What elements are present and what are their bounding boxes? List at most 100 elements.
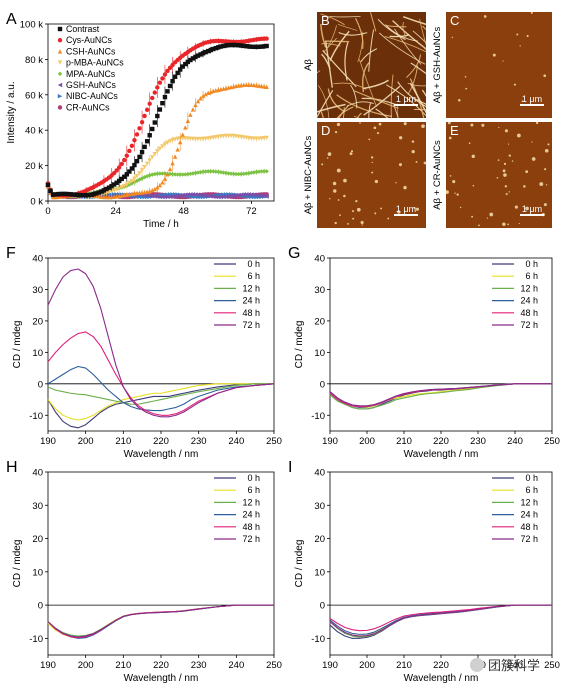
chart-a-point [162, 142, 168, 147]
chart-a-frame [47, 23, 275, 202]
chart-a-point [155, 113, 160, 119]
micrograph-fibril [336, 94, 393, 118]
chart-a-point [264, 84, 269, 89]
micrograph-particle [456, 193, 459, 196]
chart-f-legend-label: 48 h [242, 308, 260, 318]
chart-a-point [213, 169, 219, 174]
chart-h-line-0h [47, 604, 274, 638]
chart-f-xtick-label: 230 [191, 436, 207, 447]
chart-a-point [155, 85, 160, 90]
chart-a-point [231, 42, 236, 48]
micrograph-particle [519, 45, 521, 47]
chart-a-point [155, 185, 160, 190]
chart-a-point [256, 169, 262, 174]
chart-a-point [165, 140, 170, 145]
micrograph-particle [399, 136, 403, 140]
micrograph-particle [503, 162, 507, 165]
micrograph-particle [459, 206, 462, 209]
chart-a-point [129, 166, 135, 171]
chart-i-legend-label: 12 h [520, 497, 538, 507]
chart-i-xtick-label: 190 [322, 660, 338, 671]
micrograph-fibril [409, 78, 425, 118]
chart-a-point [246, 44, 252, 49]
chart-a-point [144, 193, 150, 198]
micrograph-particle [371, 171, 374, 174]
micrograph-particle [452, 180, 456, 184]
chart-a-point [241, 43, 246, 49]
chart-a-point [261, 44, 267, 49]
micrograph-background [446, 122, 552, 228]
chart-a-point [249, 170, 254, 175]
chart-a-point [172, 154, 178, 159]
chart-h-xtick-label: 240 [228, 660, 244, 671]
chart-a-point [119, 176, 124, 182]
chart-a-point [175, 193, 180, 198]
legend-marker-csh-auncs [57, 49, 63, 54]
chart-a-point [195, 99, 201, 104]
chart-i: 190200210220230240250-10010203040Wavelen… [294, 468, 560, 685]
micrograph-panel-label: D [321, 123, 330, 138]
micrograph-particle [507, 223, 509, 226]
chart-g-ytick-label: 40 [314, 254, 325, 265]
chart-a-point [203, 49, 208, 55]
chart-a-point [109, 183, 114, 189]
chart-a-point [239, 192, 244, 197]
micrograph-fibril [363, 79, 389, 90]
chart-a-point [203, 169, 208, 174]
chart-g-ytick-label: 10 [314, 348, 325, 359]
micrograph-particle [395, 182, 397, 184]
micrograph-particle [504, 129, 508, 133]
chart-f-frame [47, 257, 275, 432]
chart-a-point [104, 186, 109, 192]
chart-a-point [162, 194, 168, 200]
chart-a-point [185, 192, 191, 197]
chart-i-line-6h [329, 604, 552, 637]
chart-a-point [223, 194, 229, 199]
chart-a-point [114, 180, 119, 185]
chart-a-point [208, 169, 213, 174]
micrograph-particle [326, 157, 329, 159]
micrograph-particle [492, 53, 496, 57]
chart-a-point [249, 44, 254, 49]
chart-a-point [160, 194, 165, 200]
chart-a-point [178, 193, 183, 198]
chart-a-point [233, 193, 239, 198]
chart-a-point [188, 112, 193, 117]
chart-g-xtick-label: 250 [544, 436, 560, 447]
chart-a-point [193, 102, 198, 108]
micrograph-particle [446, 190, 449, 194]
chart-g-xlabel: Wavelength / nm [404, 449, 479, 460]
chart-a-point [216, 194, 221, 200]
chart-i-line-24h [329, 604, 552, 635]
chart-a-point [165, 89, 170, 94]
micrograph-particle [516, 133, 521, 138]
chart-a-point [226, 42, 231, 48]
chart-a-point [165, 194, 170, 200]
micrograph-particle [505, 192, 508, 196]
chart-a-point [193, 54, 198, 60]
micrograph-particle [478, 224, 480, 227]
chart-a-point [239, 171, 244, 177]
chart-a-ytick-label: 60 k [25, 90, 43, 101]
micrograph-particle [504, 185, 507, 188]
chart-a-point [71, 192, 76, 197]
chart-h-line-12h [47, 604, 274, 637]
chart-a-point [144, 161, 150, 167]
micrograph-particle [374, 212, 377, 215]
chart-a-point [150, 172, 155, 177]
legend-label-nibc-auncs: NIBC-AuNCs [66, 91, 118, 101]
chart-a-point [198, 52, 203, 57]
chart-a-point [152, 90, 157, 95]
chart-a-point [180, 64, 185, 69]
chart-a-point [134, 132, 140, 137]
micrograph-particle [502, 169, 506, 173]
chart-a-point [218, 194, 224, 200]
micrograph-fibril [386, 24, 407, 28]
chart-a-point [68, 192, 74, 197]
chart-a-point [205, 48, 211, 54]
micrograph-d-image: 1 μm D [317, 122, 426, 228]
chart-g-line-72h [329, 383, 552, 407]
micrograph-particle [359, 122, 361, 124]
chart-a-point [190, 192, 196, 197]
micrograph-particle [489, 212, 494, 217]
